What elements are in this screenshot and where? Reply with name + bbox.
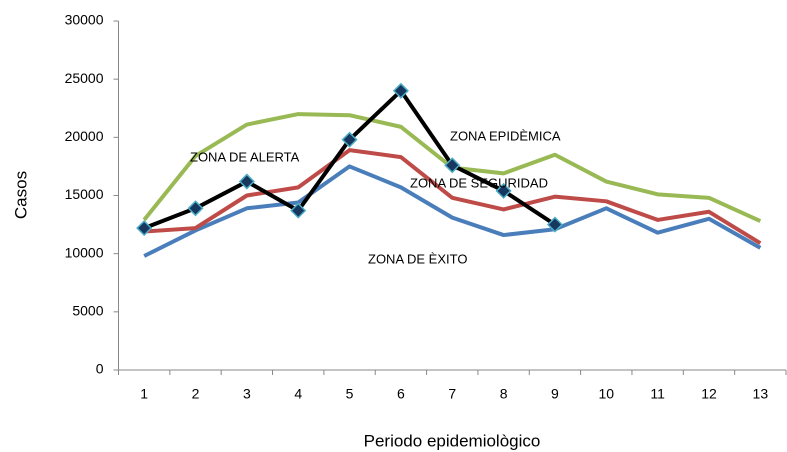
data-point [238, 173, 255, 190]
annotation: ZONA DE ÈXITO [368, 251, 467, 266]
y-axis-title: Casos [11, 171, 30, 219]
y-tick-label: 30000 [65, 12, 104, 28]
annotation: ZONA DE ALERTA [190, 149, 300, 164]
x-tick-label: 4 [294, 386, 302, 402]
series-line [144, 148, 762, 245]
x-tick-label: 10 [598, 386, 614, 402]
x-tick-label: 11 [650, 386, 665, 402]
x-tick-label: 8 [500, 386, 508, 402]
data-point [444, 157, 461, 174]
y-tick-label: 5000 [72, 303, 103, 319]
annotation: ZONA EPIDÈMICA [450, 128, 561, 143]
x-tick-label: 1 [140, 386, 148, 402]
series-line [143, 164, 762, 258]
y-tick-label: 0 [96, 361, 104, 377]
data-point [392, 82, 409, 99]
annotation: ZONA DE SEGURIDAD [410, 175, 548, 190]
y-tick-label: 25000 [65, 70, 104, 86]
y-tick-label: 15000 [65, 186, 104, 202]
x-tick-label: 6 [397, 386, 405, 402]
x-tick-label: 7 [448, 386, 456, 402]
x-tick-label: 9 [551, 386, 559, 402]
x-tick-label: 13 [753, 386, 769, 402]
x-tick-label: 2 [192, 386, 200, 402]
y-tick-label: 10000 [65, 244, 104, 260]
data-point [290, 202, 307, 219]
x-tick-label: 12 [701, 386, 717, 402]
x-axis-title: Periodo epidemiològico [364, 431, 541, 450]
data-point [546, 216, 564, 233]
data-point [136, 220, 153, 237]
data-point [341, 131, 358, 148]
y-tick-label: 20000 [65, 128, 104, 144]
x-tick-label: 3 [243, 386, 251, 402]
data-point [187, 200, 204, 217]
data-point [495, 182, 512, 199]
x-tick-label: 5 [346, 386, 354, 402]
